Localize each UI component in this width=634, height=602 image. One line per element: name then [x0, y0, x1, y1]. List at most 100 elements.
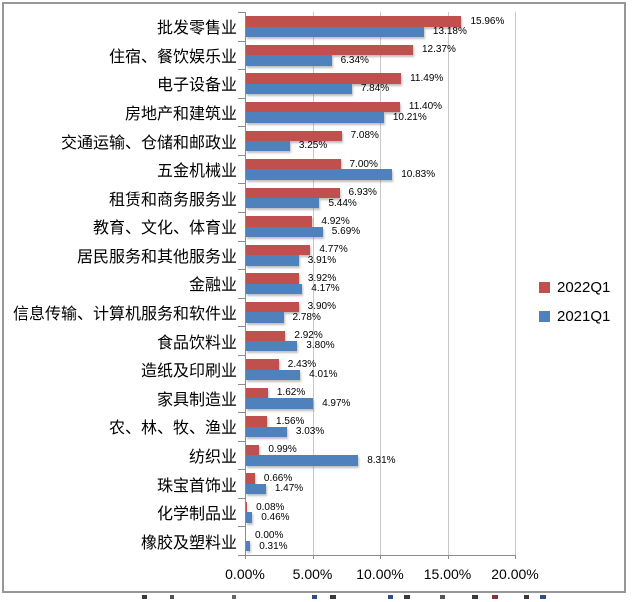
- bar-2021q1[interactable]: [246, 198, 320, 209]
- category-tick: [238, 383, 245, 385]
- category-tick: [238, 240, 245, 242]
- x-axis-label-10pct: 10.00%: [356, 566, 404, 582]
- bar-2021q1[interactable]: [246, 541, 251, 552]
- bar-2022q1[interactable]: [246, 159, 341, 170]
- x-axis-label-20pct: 20.00%: [491, 566, 539, 582]
- category-label: 橡胶及塑料业: [140, 534, 237, 552]
- bar-2022q1[interactable]: [246, 387, 268, 399]
- category-tick: [238, 497, 245, 499]
- bar-2021q1[interactable]: [246, 226, 323, 238]
- value-label-2022q1: 11.40%: [408, 101, 443, 113]
- gridline-20pct: [515, 12, 516, 555]
- value-label-2021q1: 2.78%: [292, 311, 321, 323]
- bar-2022q1[interactable]: [246, 444, 260, 456]
- cut-off-caption-fragments: [0, 594, 634, 602]
- bar-2022q1[interactable]: [246, 44, 413, 56]
- bar-2021q1[interactable]: [246, 55, 332, 66]
- category-tick: [238, 555, 245, 556]
- category-label: 居民服务和其他服务业: [76, 248, 237, 266]
- bar-2022q1[interactable]: [246, 73, 402, 84]
- value-label-2021q1: 13.18%: [432, 26, 467, 38]
- value-label-2022q1: 6.93%: [348, 187, 377, 199]
- bar-2022q1[interactable]: [246, 216, 313, 227]
- value-label-2021q1: 3.25%: [298, 140, 328, 152]
- bar-2021q1[interactable]: [246, 426, 287, 438]
- value-label-2022q1: 3.92%: [307, 272, 337, 284]
- bar-2021q1[interactable]: [246, 483, 266, 495]
- bar-2022q1[interactable]: [246, 130, 342, 141]
- bar-2021q1[interactable]: [246, 26, 424, 37]
- bar-2022q1[interactable]: [246, 187, 340, 199]
- value-label-2022q1: 7.00%: [349, 158, 378, 170]
- x-axis-tick-0pct: [245, 555, 246, 559]
- category-label: 教育、文化、体育业: [92, 220, 237, 238]
- category-tick: [238, 269, 245, 271]
- bar-2021q1[interactable]: [246, 83, 352, 95]
- bar-2022q1[interactable]: [246, 330, 286, 341]
- bar-2021q1[interactable]: [246, 283, 303, 295]
- value-label-2021q1: 0.46%: [261, 511, 290, 523]
- value-label-2022q1: 0.66%: [263, 472, 293, 484]
- gridline-10pct: [380, 12, 381, 555]
- bar-2022q1[interactable]: [246, 473, 255, 484]
- bar-2021q1[interactable]: [246, 312, 284, 323]
- legend-swatch-2022q1: [539, 281, 550, 293]
- value-label-2021q1: 5.44%: [328, 197, 357, 209]
- value-label-2021q1: 4.97%: [322, 397, 351, 409]
- value-label-2021q1: 0.31%: [259, 540, 288, 552]
- x-axis-tick-5pct: [312, 555, 314, 559]
- legend-item-2022q1[interactable]: 2022Q1: [539, 277, 610, 297]
- category-label: 电子设备业: [156, 77, 237, 95]
- value-label-2021q1: 4.01%: [309, 369, 338, 381]
- bar-2021q1[interactable]: [246, 512, 253, 523]
- bar-2021q1[interactable]: [246, 169, 393, 180]
- category-tick: [238, 69, 245, 71]
- bar-2022q1[interactable]: [246, 301, 299, 313]
- value-label-2022q1: 0.00%: [255, 530, 284, 542]
- bar-2021q1[interactable]: [246, 340, 298, 352]
- value-label-2021q1: 10.83%: [401, 168, 436, 180]
- legend-item-2021q1[interactable]: 2021Q1: [539, 306, 610, 326]
- category-label: 五金机械业: [156, 163, 237, 181]
- value-label-2021q1: 3.03%: [295, 426, 325, 438]
- category-label: 金融业: [188, 277, 237, 295]
- bar-2022q1[interactable]: [246, 502, 248, 513]
- category-label: 农、林、牧、渔业: [108, 420, 237, 438]
- value-label-2022q1: 2.43%: [287, 358, 317, 370]
- legend-label-2021q1: 2021Q1: [557, 307, 611, 325]
- value-label-2021q1: 4.17%: [311, 283, 340, 295]
- category-label: 造纸及印刷业: [140, 363, 237, 381]
- value-label-2022q1: 12.37%: [422, 44, 456, 56]
- bar-2022q1[interactable]: [246, 273, 299, 284]
- value-label-2022q1: 0.08%: [256, 501, 285, 513]
- bar-2021q1[interactable]: [246, 140, 290, 152]
- value-label-2022q1: 3.90%: [307, 301, 336, 313]
- bar-2021q1[interactable]: [246, 455, 359, 466]
- bar-2022q1[interactable]: [246, 416, 268, 427]
- category-tick: [238, 183, 245, 185]
- bar-2021q1[interactable]: [246, 112, 384, 123]
- bar-2021q1[interactable]: [246, 398, 314, 409]
- bar-2022q1[interactable]: [246, 101, 400, 113]
- value-label-2022q1: 1.62%: [276, 387, 306, 399]
- legend-swatch-2021q1: [539, 310, 550, 322]
- x-axis-tick-20pct: [515, 555, 516, 559]
- bar-2021q1[interactable]: [246, 369, 301, 380]
- category-axis-line: [245, 12, 246, 555]
- value-axis-line: [238, 555, 515, 556]
- category-label: 信息传输、计算机服务和软件业: [12, 306, 237, 324]
- x-axis-label-15pct: 15.00%: [423, 566, 472, 582]
- category-tick: [238, 354, 245, 356]
- category-tick: [238, 212, 245, 214]
- category-label: 批发零售业: [156, 20, 237, 38]
- category-label: 房地产和建筑业: [124, 106, 237, 124]
- value-label-2022q1: 4.77%: [319, 244, 348, 256]
- bar-2022q1[interactable]: [246, 359, 279, 370]
- category-tick: [238, 526, 245, 528]
- bar-2022q1[interactable]: [246, 244, 311, 256]
- bar-2021q1[interactable]: [246, 255, 299, 266]
- category-label: 化学制品业: [156, 506, 237, 524]
- category-tick: [238, 297, 245, 299]
- chart-plot-frame[interactable]: [2, 2, 626, 593]
- bar-2022q1[interactable]: [246, 16, 462, 27]
